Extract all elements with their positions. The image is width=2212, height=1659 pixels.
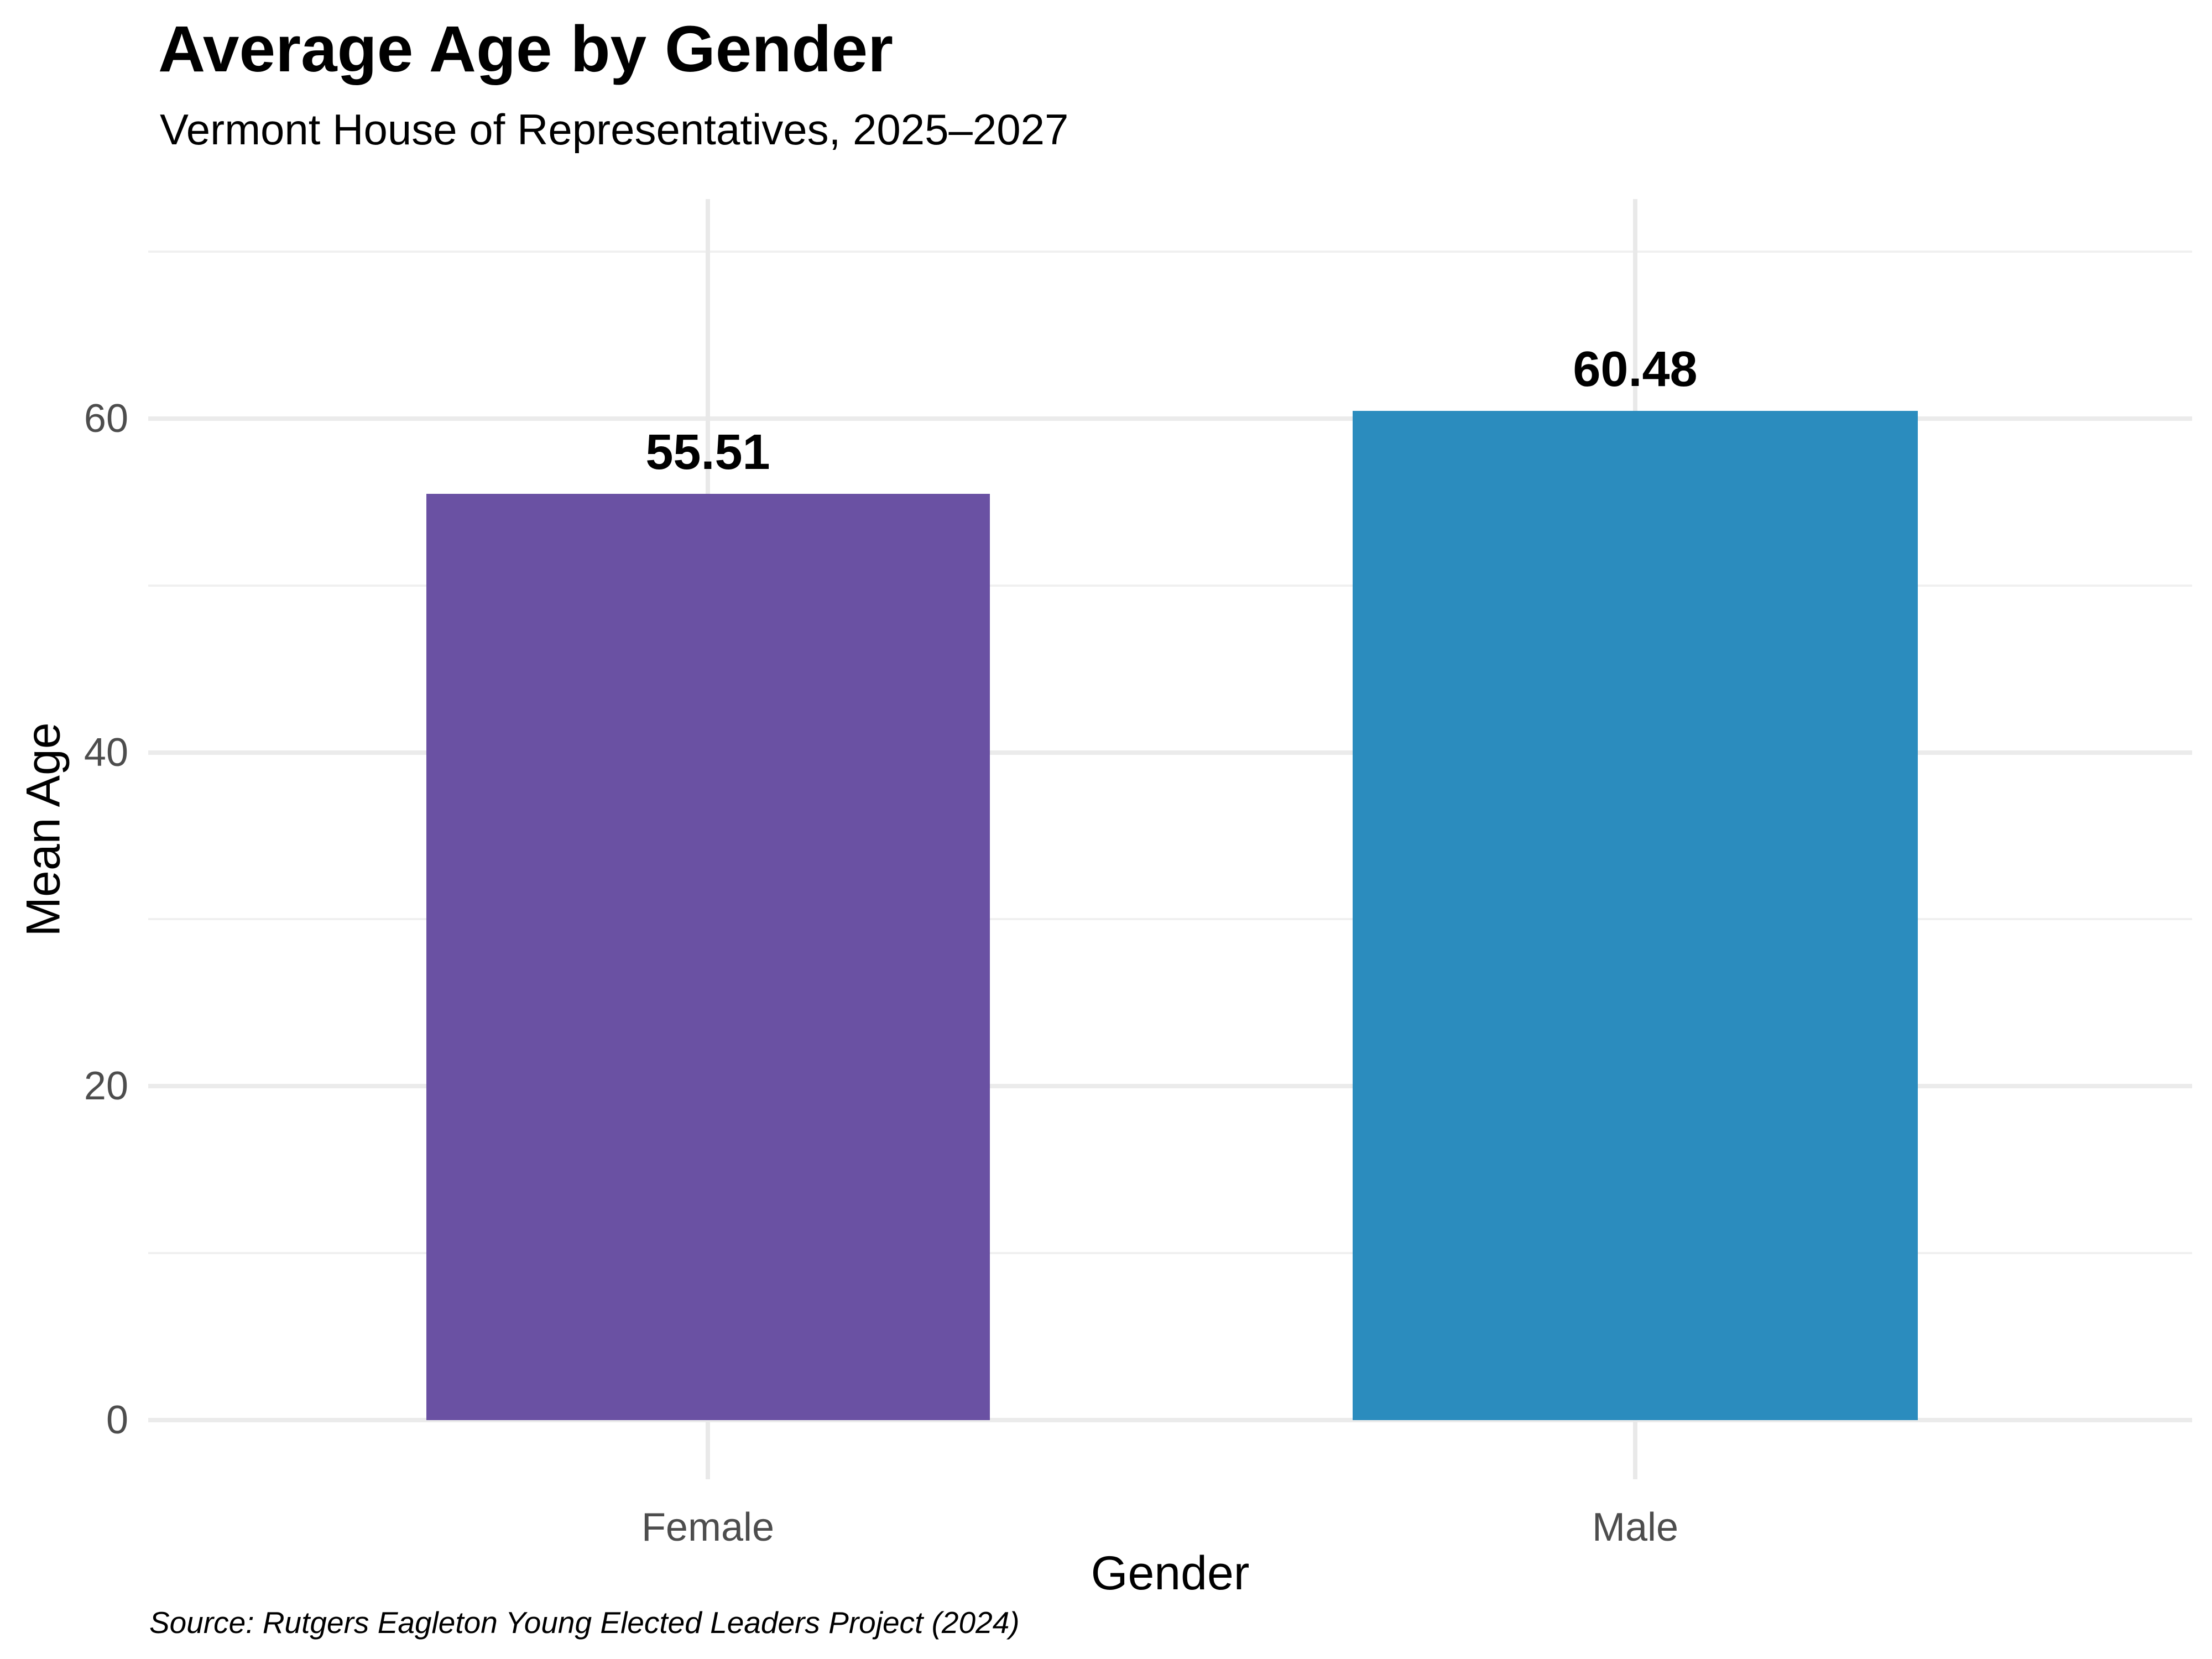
- gridline-minor-70: [148, 251, 2192, 253]
- y-tick-40: 40: [84, 731, 128, 775]
- y-tick-60: 60: [84, 397, 128, 441]
- x-tick-male: Male: [1592, 1505, 1679, 1550]
- gridline-minor-10: [148, 1252, 2192, 1254]
- gridline-major-0: [148, 1418, 2192, 1422]
- chart-subtitle: Vermont House of Representatives, 2025–2…: [160, 105, 1069, 154]
- chart-title: Average Age by Gender: [158, 13, 894, 86]
- gridline-minor-50: [148, 585, 2192, 587]
- x-axis-title: Gender: [1091, 1547, 1250, 1600]
- gridline-major-40: [148, 750, 2192, 755]
- gridline-minor-30: [148, 918, 2192, 920]
- gridline-major-20: [148, 1084, 2192, 1088]
- y-tick-0: 0: [106, 1398, 128, 1442]
- value-label-female: 55.51: [645, 424, 770, 480]
- bar-female: [426, 493, 990, 1420]
- gridline-major-60: [148, 416, 2192, 421]
- plot-panel: 55.51 60.48: [148, 199, 2192, 1479]
- source-caption: Source: Rutgers Eagleton Young Elected L…: [149, 1605, 1020, 1640]
- x-tick-female: Female: [641, 1505, 775, 1550]
- bar-male: [1353, 410, 1918, 1420]
- value-label-male: 60.48: [1573, 341, 1698, 397]
- y-tick-20: 20: [84, 1064, 128, 1108]
